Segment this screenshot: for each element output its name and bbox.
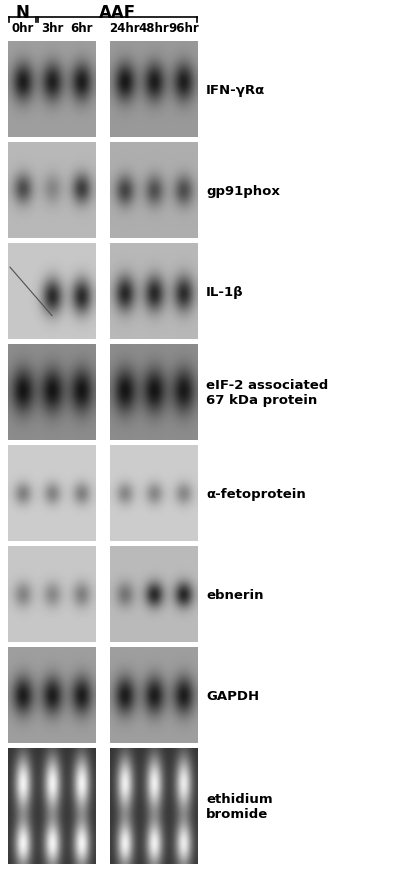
Text: IFN-γRα: IFN-γRα: [206, 84, 265, 96]
Text: AAF: AAF: [99, 4, 136, 22]
Text: 6hr: 6hr: [70, 22, 92, 35]
Text: 3hr: 3hr: [41, 22, 63, 35]
Text: 0hr: 0hr: [11, 22, 34, 35]
Text: 24hr: 24hr: [110, 22, 140, 35]
Text: eIF-2 associated
67 kDa protein: eIF-2 associated 67 kDa protein: [206, 379, 328, 407]
Text: 48hr: 48hr: [139, 22, 169, 35]
Text: IL-1β: IL-1β: [206, 286, 244, 299]
Text: N: N: [16, 4, 30, 22]
Text: ethidium
bromide: ethidium bromide: [206, 792, 273, 819]
Text: 96hr: 96hr: [168, 22, 199, 35]
Text: gp91phox: gp91phox: [206, 185, 280, 198]
Text: GAPDH: GAPDH: [206, 689, 259, 702]
Text: ebnerin: ebnerin: [206, 588, 263, 601]
Text: α-fetoprotein: α-fetoprotein: [206, 488, 306, 501]
